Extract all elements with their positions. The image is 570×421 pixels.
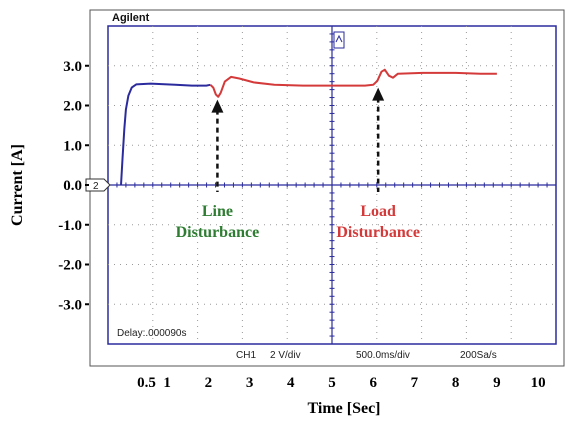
x-tick-label: 9 [493, 375, 501, 391]
series-line-2 [209, 68, 497, 98]
y-axis-title: Current [A] [9, 144, 26, 226]
annotation-arrow-head [211, 99, 224, 113]
x-tick-label: 0.5 [137, 375, 156, 391]
x-tick-labels: 0.5 1 2 3 4 5 6 7 8 9 10 [137, 375, 545, 391]
x-tick-label: 8 [452, 375, 460, 391]
delay-label: Delay:.000090s [117, 328, 187, 339]
y-tick-label: 2.0 [63, 99, 82, 115]
annotation-layer: Line Disturbance Load Disturbance [176, 87, 420, 241]
x-tick-label: 7 [411, 375, 419, 391]
ch1-label: CH1 [236, 350, 256, 361]
x-tick-label: 1 [163, 375, 171, 391]
annotation-arrow-head [372, 87, 385, 101]
x-tick-label: 10 [531, 375, 546, 391]
volts-per-div: 2 V/div [270, 350, 301, 361]
annotation-label: Load [360, 203, 396, 220]
annotation-1: Line Disturbance [176, 99, 260, 241]
annotation-label: Disturbance [336, 224, 420, 241]
series-line-1 [120, 82, 211, 186]
x-tick-label: 3 [246, 375, 254, 391]
trigger-marker [333, 31, 345, 49]
x-tick-label: 5 [328, 375, 336, 391]
annotation-label: Disturbance [176, 224, 260, 241]
x-tick-label: 4 [287, 375, 295, 391]
x-axis-title: Time [Sec] [307, 400, 380, 417]
y-tick-label: 3.0 [63, 59, 82, 75]
x-tick-label: 6 [369, 375, 377, 391]
series-layer [120, 68, 497, 186]
ground-marker: 2 [85, 178, 111, 192]
y-tick-label: -1.0 [58, 218, 82, 234]
center-axes [107, 25, 557, 345]
svg-text:2: 2 [93, 181, 99, 192]
y-tick-labels: 3.0 2.0 1.0 0.0 -1.0 -2.0 -3.0 [58, 59, 89, 313]
y-tick-label: -3.0 [58, 297, 82, 313]
annotation-2: Load Disturbance [336, 87, 420, 241]
y-tick-label: 0.0 [63, 178, 82, 194]
scope-brand: Agilent [112, 12, 150, 24]
y-tick-label: 1.0 [63, 138, 82, 154]
sample-rate: 200Sa/s [460, 350, 497, 361]
time-per-div: 500.0ms/div [356, 350, 410, 361]
x-tick-label: 2 [205, 375, 213, 391]
y-tick-label: -2.0 [58, 258, 82, 274]
annotation-label: Line [202, 203, 233, 220]
